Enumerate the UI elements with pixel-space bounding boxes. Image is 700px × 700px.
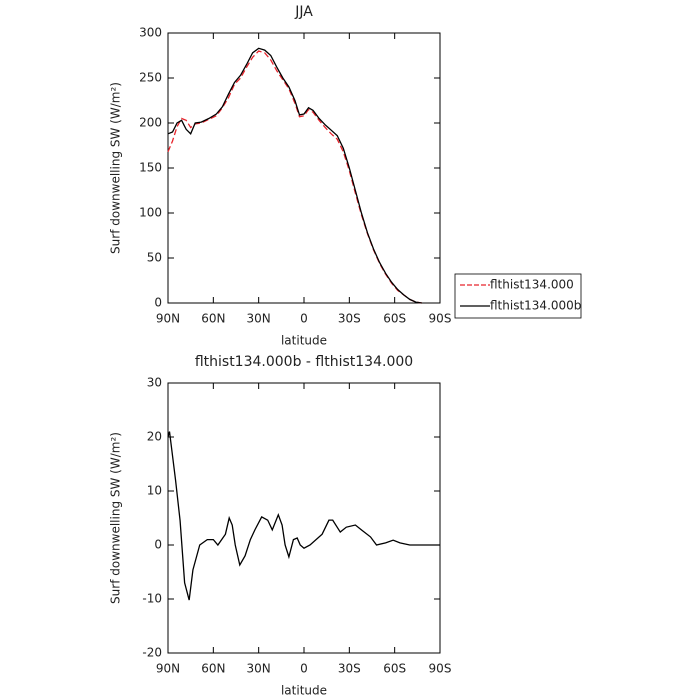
y-tick-label: 0: [154, 538, 162, 552]
x-tick-label: 60S: [383, 312, 406, 326]
y-tick-label: -20: [142, 646, 162, 660]
x-axis-label: latitude: [281, 334, 327, 348]
y-tick-label: 10: [147, 484, 162, 498]
y-tick-label: 300: [139, 26, 162, 40]
data-line: [167, 50, 422, 304]
y-tick-label: 200: [139, 116, 162, 130]
y-axis-label: Surf downwelling SW (W/m²): [109, 82, 123, 254]
plot-frame: [167, 32, 441, 304]
y-tick-label: -10: [142, 592, 162, 606]
x-tick-label: 90N: [156, 312, 180, 326]
x-tick-label: 60S: [383, 662, 406, 676]
data-line: [167, 47, 422, 304]
chart-title: JJA: [294, 4, 313, 20]
chart-title: flthist134.000b - flthist134.000: [195, 354, 413, 370]
x-tick-label: 60N: [201, 662, 225, 676]
x-tick-label: 0: [300, 312, 308, 326]
y-tick-label: 250: [139, 71, 162, 85]
x-axis-label: latitude: [281, 684, 327, 698]
x-tick-label: 30S: [338, 662, 361, 676]
y-tick-label: 150: [139, 161, 162, 175]
x-tick-label: 30N: [247, 662, 271, 676]
x-tick-label: 90S: [429, 312, 452, 326]
y-axis-label: Surf downwelling SW (W/m²): [109, 432, 123, 604]
y-tick-label: 100: [139, 206, 162, 220]
x-tick-label: 90S: [429, 662, 452, 676]
x-tick-label: 0: [300, 662, 308, 676]
y-tick-label: 30: [147, 376, 162, 390]
x-tick-label: 30N: [247, 312, 271, 326]
y-tick-label: 0: [154, 296, 162, 310]
legend-box: [454, 273, 582, 319]
x-tick-label: 30S: [338, 312, 361, 326]
y-tick-label: 20: [147, 430, 162, 444]
y-tick-label: 50: [147, 251, 162, 265]
data-line: [167, 431, 440, 601]
x-tick-label: 60N: [201, 312, 225, 326]
x-tick-label: 90N: [156, 662, 180, 676]
legend-label: flthist134.000b: [490, 299, 581, 313]
legend-label: flthist134.000: [490, 278, 574, 292]
plot-frame: [167, 382, 441, 654]
